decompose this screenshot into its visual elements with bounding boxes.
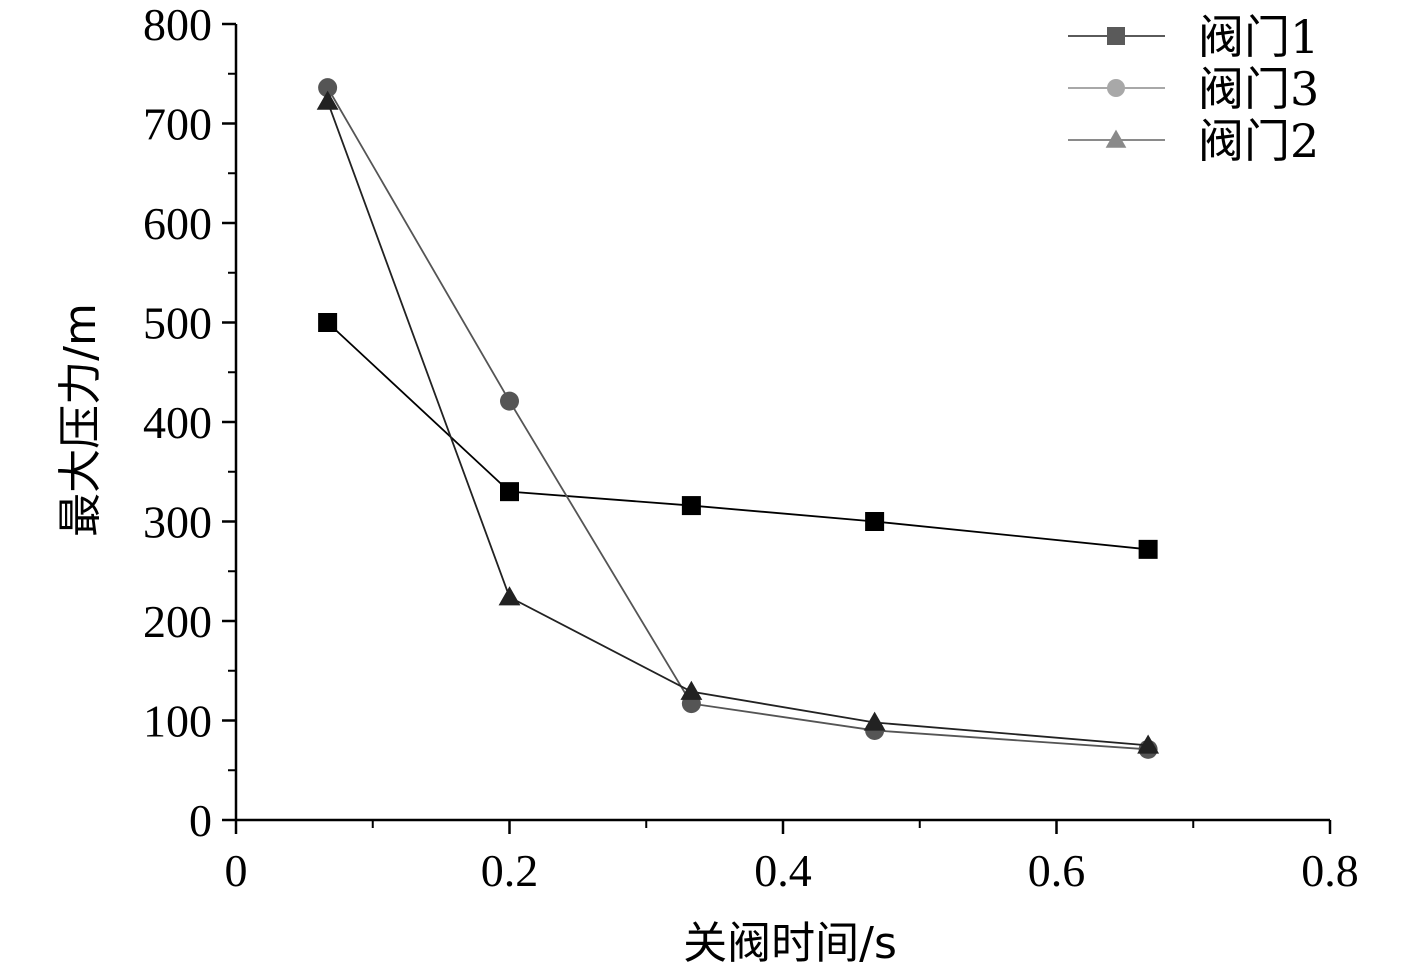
y-tick-label: 800 [143, 0, 212, 50]
legend-item-3: 阀门2 [1068, 114, 1319, 168]
data-point [865, 512, 885, 531]
legend-marker [1107, 79, 1125, 97]
legend-item-1: 阀门1 [1068, 10, 1319, 64]
data-point [316, 90, 339, 110]
legend-marker [1105, 129, 1127, 148]
y-tick-label: 200 [143, 596, 212, 647]
y-tick-label: 300 [143, 497, 212, 548]
x-axis-ticks: 0 0.2 0.4 0.6 0.8 [225, 820, 1359, 896]
x-axis-title: 关阀时间/s [683, 918, 897, 969]
data-point [1137, 734, 1160, 754]
y-tick-label: 700 [143, 99, 212, 150]
x-tick-label: 0 [225, 845, 248, 896]
x-tick-label: 0.6 [1028, 845, 1086, 896]
data-point [1138, 539, 1158, 559]
legend-label: 阀门2 [1198, 114, 1319, 168]
x-tick-label: 0.2 [481, 845, 539, 896]
y-tick-label: 100 [143, 696, 212, 747]
series-1 [318, 313, 1158, 559]
data-point [863, 711, 886, 731]
y-tick-label: 600 [143, 198, 212, 249]
data-point [681, 496, 701, 516]
data-point [498, 586, 521, 606]
series-2 [318, 78, 1158, 759]
data-point [500, 391, 519, 411]
data-point [318, 313, 338, 332]
y-axis-ticks: 0 100 200 300 400 500 600 700 800 [143, 0, 236, 846]
axes [234, 24, 1330, 822]
legend-item-2: 阀门3 [1068, 62, 1319, 116]
data-point [318, 78, 338, 98]
x-tick-label: 0.8 [1301, 845, 1359, 896]
series-layer [316, 78, 1160, 759]
y-tick-label: 400 [143, 397, 212, 448]
data-point [500, 482, 519, 502]
series-3 [316, 90, 1160, 754]
series-line [326, 87, 1149, 751]
legend-marker [1107, 27, 1125, 45]
x-tick-label: 0.4 [754, 845, 812, 896]
y-tick-label: 500 [143, 298, 212, 349]
series-line [326, 101, 1149, 747]
y-axis-title: 最大压力/m [55, 303, 106, 537]
legend-label: 阀门1 [1198, 10, 1319, 64]
legend-label: 阀门3 [1198, 62, 1319, 116]
y-tick-label: 0 [189, 795, 212, 846]
data-point [680, 680, 703, 700]
